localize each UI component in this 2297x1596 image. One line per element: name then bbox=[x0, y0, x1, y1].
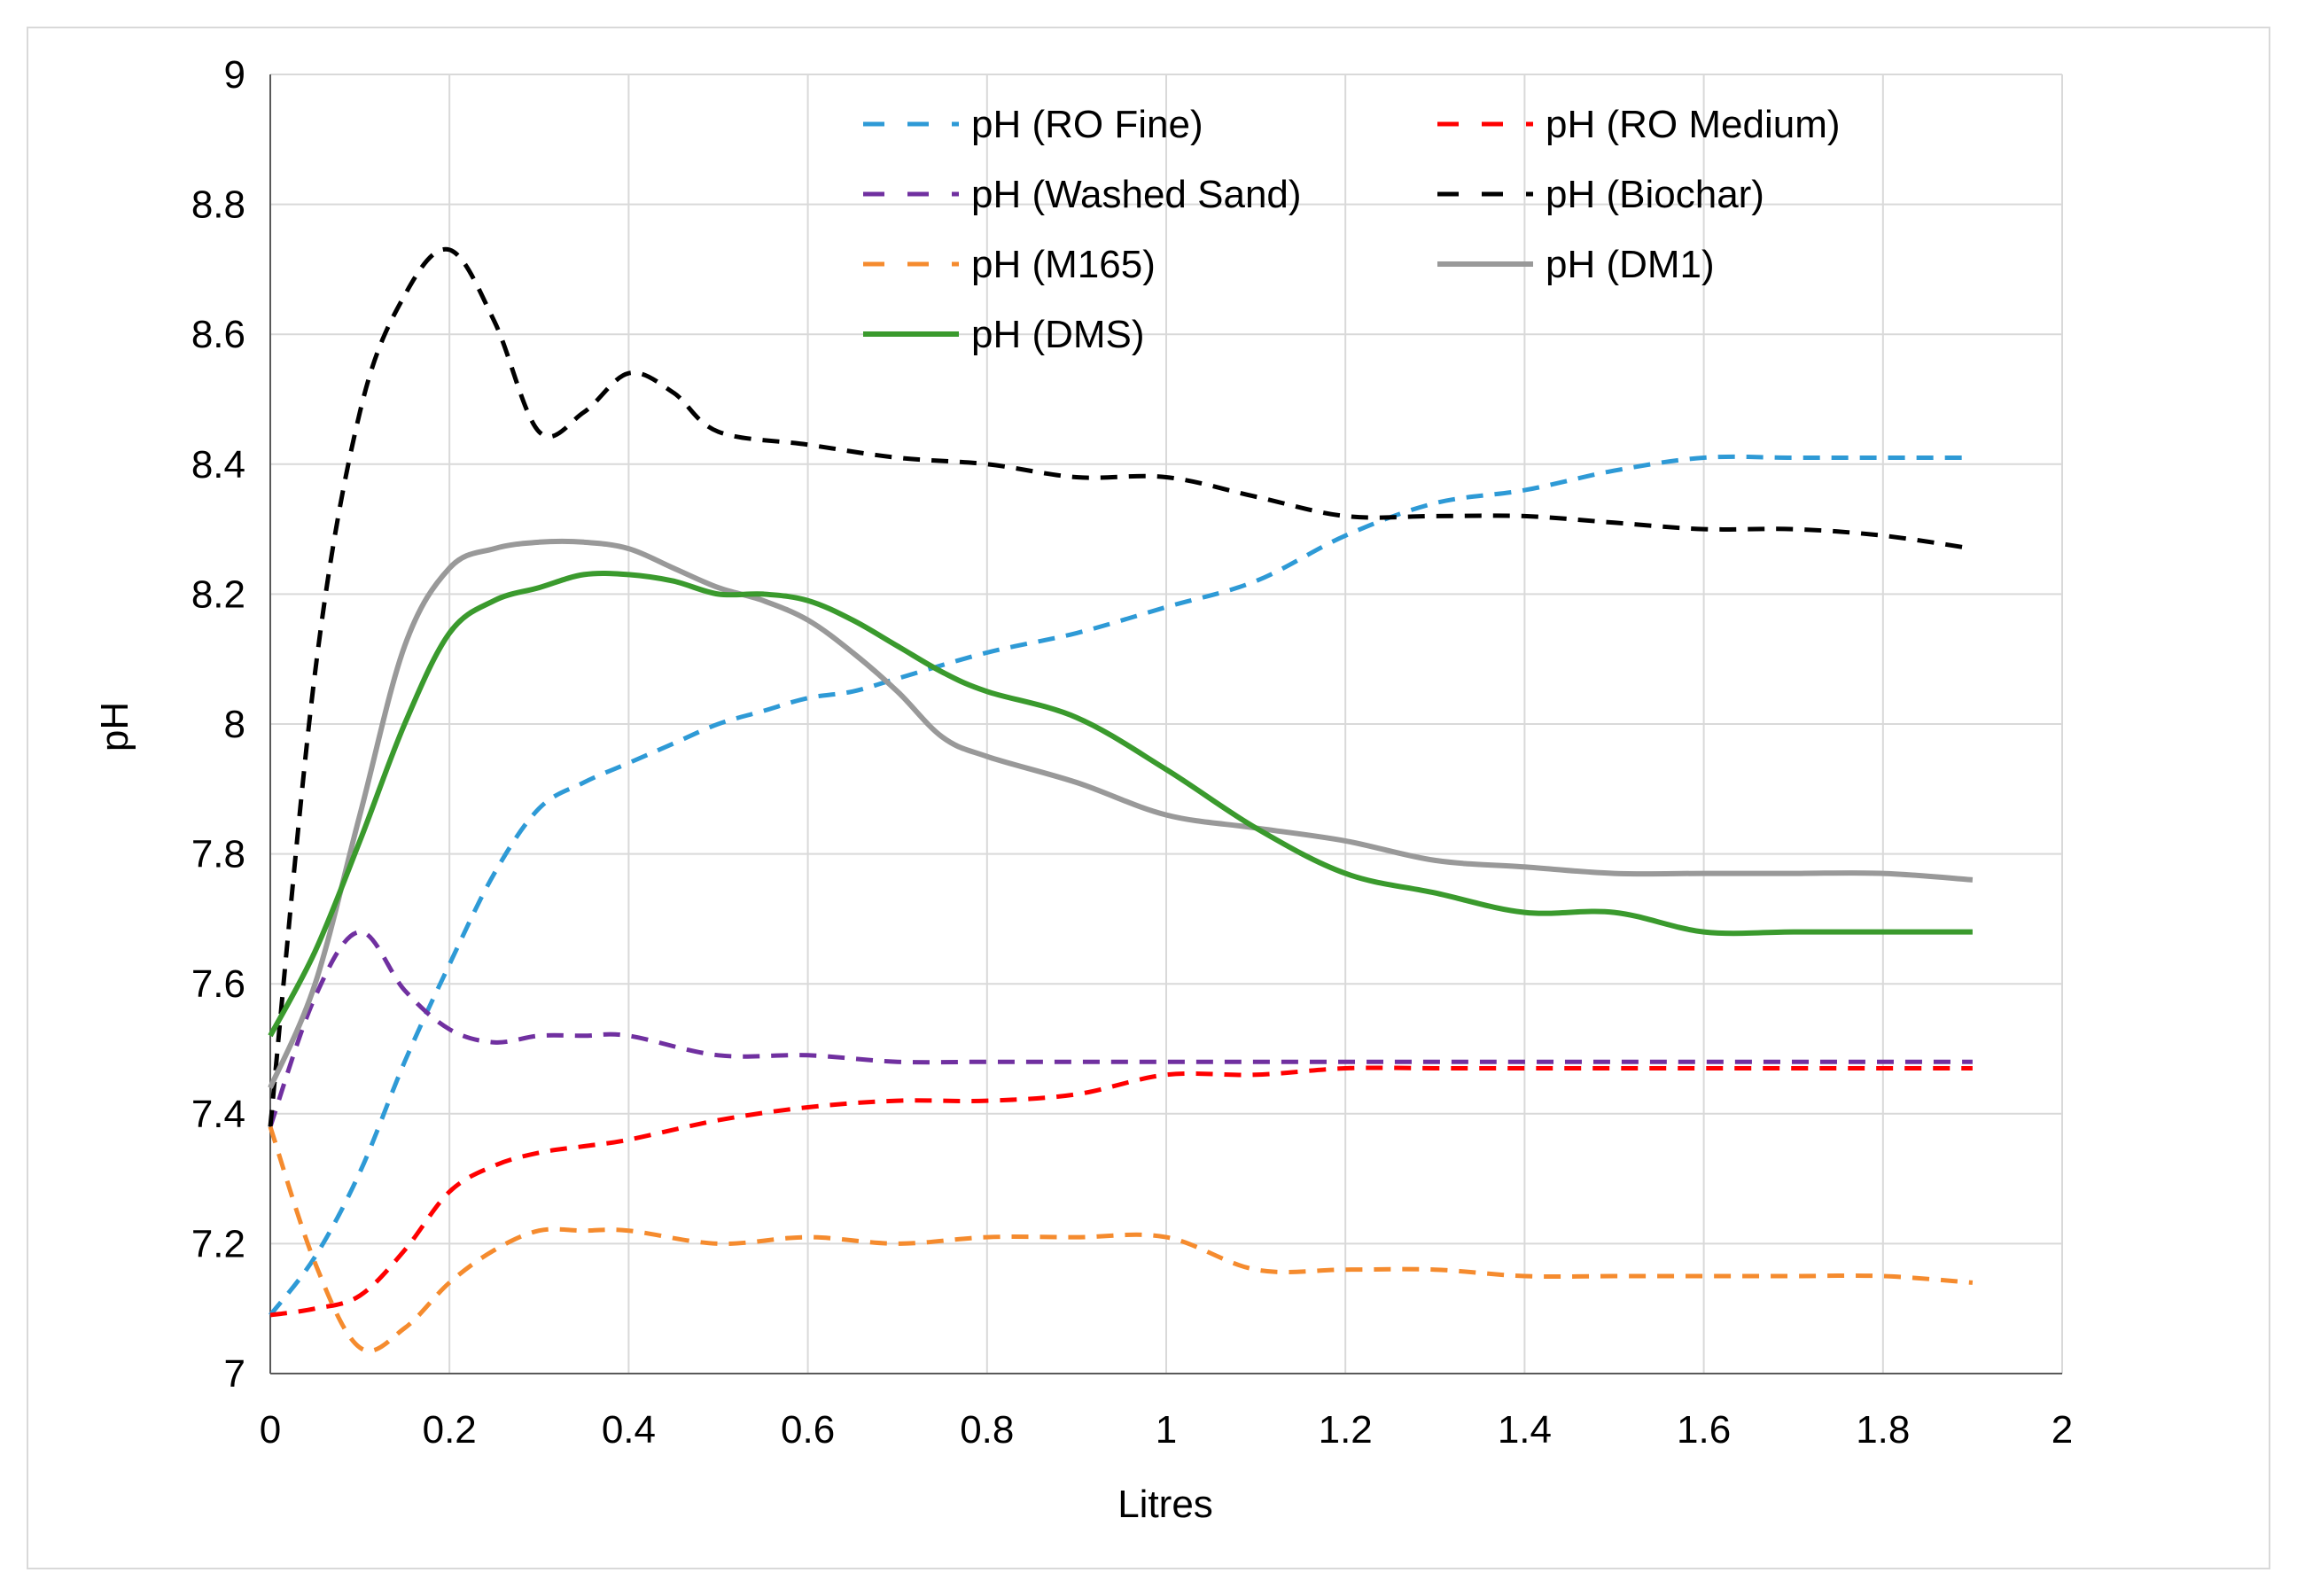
y-tick-label: 8.8 bbox=[191, 183, 245, 227]
chart-frame: 0 0.2 0.4 0.6 0.8 1 1.2 1.4 1.6 1.8 2 7 7.2 7.4 7.6 7.8… bbox=[27, 27, 2270, 1569]
x-tick-label: 0.2 bbox=[423, 1408, 477, 1452]
legend-label-ph-biochar: pH (Biochar) bbox=[1546, 173, 1764, 216]
legend-label-ph-washed-sand: pH (Washed Sand) bbox=[971, 173, 1302, 216]
series-line-ph-washed-sand bbox=[268, 930, 1973, 1128]
series-line-ph-m165 bbox=[268, 1125, 1974, 1353]
legend-label-ph-dms: pH (DMS) bbox=[971, 313, 1145, 356]
y-axis-title: pH bbox=[93, 702, 136, 751]
legend-label-ph-m165: pH (M165) bbox=[971, 243, 1156, 286]
x-tick-label: 1.2 bbox=[1319, 1408, 1373, 1452]
y-tick-label: 7.6 bbox=[191, 962, 245, 1006]
y-tick-label: 7 bbox=[224, 1352, 245, 1396]
y-tick-label: 9 bbox=[224, 53, 245, 97]
x-tick-label: 0.4 bbox=[602, 1408, 656, 1452]
y-tick-label: 7.8 bbox=[191, 833, 245, 876]
y-tick-label: 8.4 bbox=[191, 443, 245, 487]
x-tick-label: 1.8 bbox=[1856, 1408, 1910, 1452]
series-line-ph-dms bbox=[268, 570, 1973, 1038]
x-tick-label: 0 bbox=[260, 1408, 281, 1452]
series-line-ph-biochar bbox=[268, 246, 1974, 1127]
x-tick-label: 1.4 bbox=[1498, 1408, 1552, 1452]
axes bbox=[269, 74, 2062, 1374]
gridlines bbox=[270, 74, 2063, 1374]
line-chart: 0 0.2 0.4 0.6 0.8 1 1.2 1.4 1.6 1.8 2 7 7.2 7.4 7.6 7.8… bbox=[93, 53, 2073, 1526]
y-tick-label: 8 bbox=[224, 703, 245, 746]
legend: pH (RO Fine) pH (RO Medium) pH (Washed San… bbox=[863, 103, 1841, 356]
x-tick-label: 1 bbox=[1156, 1408, 1177, 1452]
legend-label-ph-ro-fine: pH (RO Fine) bbox=[971, 103, 1203, 146]
series-line-ph-dm1 bbox=[268, 538, 1974, 1089]
x-tick-label: 0.6 bbox=[781, 1408, 835, 1452]
tick-labels: 0 0.2 0.4 0.6 0.8 1 1.2 1.4 1.6 1.8 2 7 7.2 7.4 7.6 7.8… bbox=[191, 53, 2073, 1452]
series-line-ph-ro-fine bbox=[269, 454, 1973, 1317]
y-tick-label: 7.4 bbox=[191, 1093, 245, 1136]
x-tick-label: 0.8 bbox=[960, 1408, 1014, 1452]
legend-label-ph-ro-medium: pH (RO Medium) bbox=[1546, 103, 1841, 146]
x-tick-label: 1.6 bbox=[1677, 1408, 1731, 1452]
series-lines bbox=[268, 246, 1974, 1353]
series-line-ph-ro-medium bbox=[269, 1065, 1973, 1318]
y-tick-label: 8.2 bbox=[191, 572, 245, 616]
legend-label-ph-dm1: pH (DM1) bbox=[1546, 243, 1715, 286]
y-tick-label: 7.2 bbox=[191, 1222, 245, 1265]
x-tick-label: 2 bbox=[2052, 1408, 2073, 1452]
x-axis-title: Litres bbox=[1117, 1483, 1213, 1526]
y-tick-label: 8.6 bbox=[191, 313, 245, 356]
